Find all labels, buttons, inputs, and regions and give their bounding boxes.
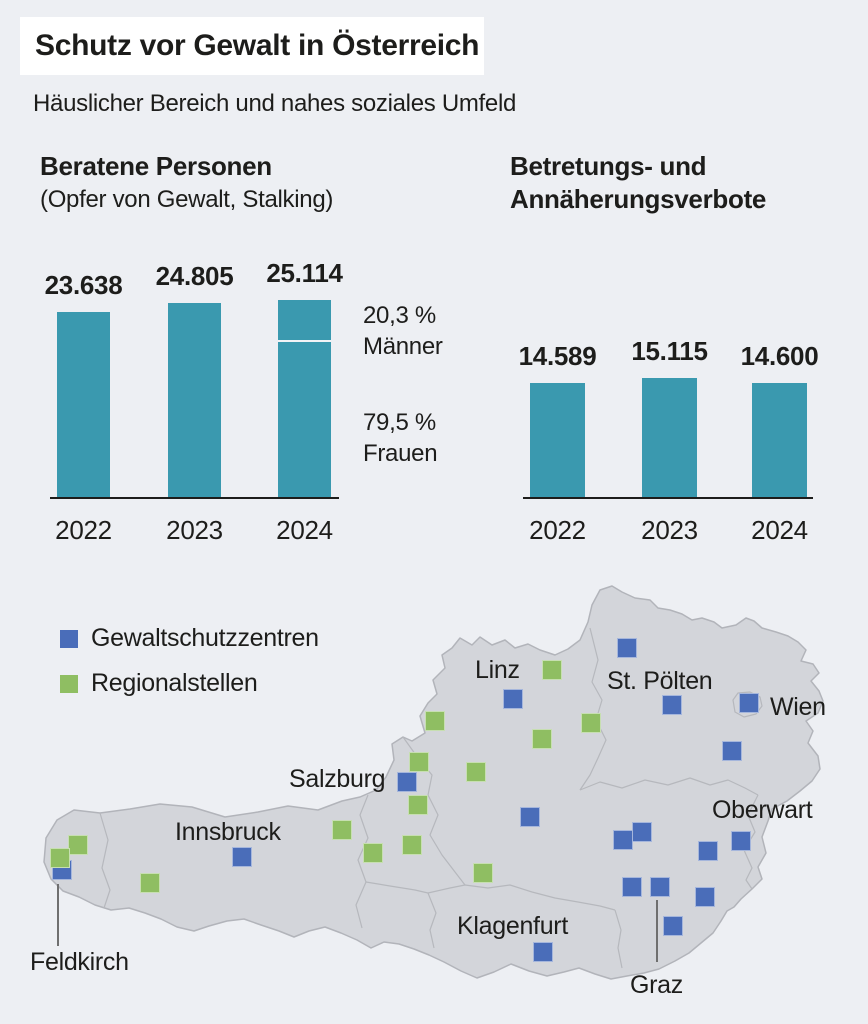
map-marker-green: [473, 863, 493, 883]
chart-title-line-2: Annäherungsverbote: [510, 184, 767, 214]
page-subtitle: Häuslicher Bereich und nahes soziales Um…: [33, 90, 517, 117]
legend-item-gewaltschutzzentren: Gewaltschutzzentren: [60, 624, 319, 653]
map-marker-blue: [533, 942, 553, 962]
bar-value-label: 25.114: [266, 258, 343, 289]
x-axis-line: [50, 497, 339, 499]
bar-value-label: 14.589: [518, 340, 597, 371]
map-marker-green: [332, 820, 352, 840]
map-marker-blue: [397, 772, 417, 792]
map-marker-green: [50, 848, 70, 868]
x-axis-tick-label: 2022: [529, 515, 586, 545]
split-segment-annotation: 79,5 % Frauen: [363, 407, 438, 469]
map-marker-green: [402, 835, 422, 855]
segment-name-label: Männer: [363, 333, 443, 360]
segment-name-label: Frauen: [363, 440, 438, 467]
x-axis-tick-label: 2023: [166, 515, 223, 545]
x-axis-tick-label: 2023: [641, 515, 698, 545]
map-marker-green: [408, 795, 428, 815]
bar-value-label: 24.805: [155, 260, 234, 291]
bar-value-label: 15.115: [631, 336, 708, 367]
chart-title: Beratene Personen: [40, 151, 272, 181]
chart-subtitle: (Opfer von Gewalt, Stalking): [40, 186, 334, 213]
city-label-innsbruck: Innsbruck: [175, 818, 281, 846]
map-marker-green: [140, 873, 160, 893]
city-label-feldkirch: Feldkirch: [30, 948, 129, 976]
map-marker-blue: [650, 877, 670, 897]
leader-line: [57, 884, 59, 946]
city-label-oberwart: Oberwart: [712, 796, 813, 824]
map-marker-blue: [622, 877, 642, 897]
chart-title-line-1: Betretungs- und: [510, 151, 707, 181]
legend-item-regionalstellen: Regionalstellen: [60, 669, 258, 698]
bar-2023: [642, 378, 697, 497]
title-box: Schutz vor Gewalt in Österreich: [20, 17, 484, 75]
bar-value-label: 14.600: [740, 340, 819, 371]
map-marker-blue: [632, 822, 652, 842]
city-label-wien: Wien: [770, 693, 826, 721]
map-marker-blue: [731, 831, 751, 851]
x-axis-tick-label: 2024: [276, 515, 333, 545]
map-marker-blue: [739, 693, 759, 713]
legend-label: Gewaltschutzzentren: [91, 624, 319, 652]
city-label-st-p-lten: St. Pölten: [607, 667, 713, 695]
city-label-klagenfurt: Klagenfurt: [457, 912, 568, 940]
map-marker-green: [68, 835, 88, 855]
split-segment-annotation: 20,3 % Männer: [363, 300, 443, 362]
map-marker-blue: [698, 841, 718, 861]
map-marker-green: [363, 843, 383, 863]
segment-percent-label: 79,5 %: [363, 409, 436, 436]
chart-heading-verbote: Betretungs- und Annäherungsverbote: [510, 150, 766, 216]
leader-line: [656, 900, 658, 962]
city-label-linz: Linz: [475, 656, 520, 684]
x-axis-line: [523, 497, 813, 499]
bar-2022: [57, 311, 110, 497]
map-marker-blue: [662, 695, 682, 715]
map-marker-green: [542, 660, 562, 680]
map-marker-green: [532, 729, 552, 749]
austria-map: [43, 585, 824, 980]
city-label-salzburg: Salzburg: [289, 765, 386, 793]
bar-split-divider: [278, 340, 331, 343]
city-label-graz: Graz: [630, 971, 683, 999]
map-marker-blue: [695, 887, 715, 907]
x-axis-tick-label: 2024: [751, 515, 808, 545]
blue-square-icon: [60, 629, 78, 648]
green-square-icon: [60, 674, 78, 693]
map-marker-blue: [663, 916, 683, 936]
map-marker-blue: [232, 847, 252, 867]
map-marker-green: [466, 762, 486, 782]
map-marker-green: [425, 711, 445, 731]
map-marker-blue: [617, 638, 637, 658]
legend-label: Regionalstellen: [91, 669, 258, 697]
chart-heading-beratene-personen: Beratene Personen (Opfer von Gewalt, Sta…: [40, 150, 333, 216]
bar-2024: [278, 300, 331, 497]
map-marker-blue: [503, 689, 523, 709]
page-title: Schutz vor Gewalt in Österreich: [35, 29, 480, 62]
map-marker-blue: [520, 807, 540, 827]
map-marker-blue: [613, 830, 633, 850]
bar-2022: [530, 382, 585, 497]
map-marker-green: [409, 752, 429, 772]
map-marker-blue: [722, 741, 742, 761]
segment-percent-label: 20,3 %: [363, 302, 436, 329]
bar-value-label: 23.638: [44, 269, 123, 300]
bar-2024: [752, 382, 807, 497]
bar-2023: [168, 302, 221, 497]
map-marker-green: [581, 713, 601, 733]
x-axis-tick-label: 2022: [55, 515, 112, 545]
